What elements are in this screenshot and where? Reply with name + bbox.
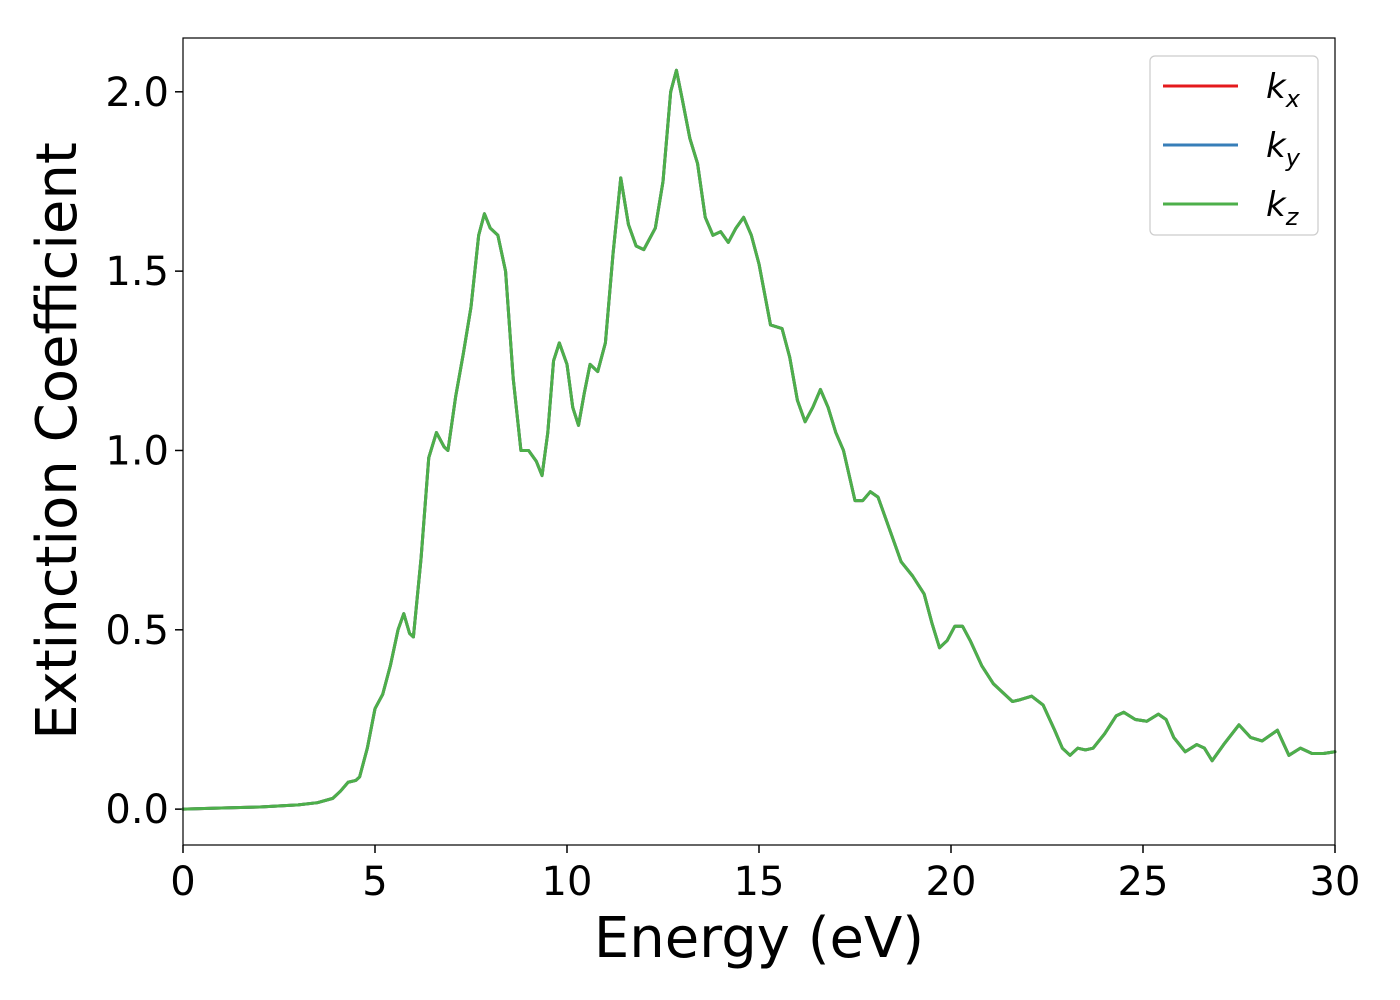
x-tick-label: 30 bbox=[1310, 859, 1361, 905]
x-tick-label: 10 bbox=[542, 859, 593, 905]
data-line bbox=[181, 68, 1337, 811]
x-tick-label: 5 bbox=[362, 859, 387, 905]
legend-label: kz bbox=[1266, 185, 1300, 231]
x-tick-label: 25 bbox=[1118, 859, 1169, 905]
y-tick-label: 2.0 bbox=[105, 70, 169, 116]
y-tick-label: 1.0 bbox=[105, 428, 169, 474]
y-tick-label: 0.5 bbox=[105, 608, 169, 654]
y-axis-label: Extinction Coefficient bbox=[25, 142, 90, 740]
y-tick-label: 0.0 bbox=[105, 787, 169, 833]
legend: kx ky kz bbox=[1149, 55, 1319, 236]
x-tick-label: 15 bbox=[734, 859, 785, 905]
legend-label: kx bbox=[1266, 67, 1301, 113]
x-tick-label: 0 bbox=[170, 859, 195, 905]
y-tick-label: 1.5 bbox=[105, 249, 169, 295]
legend-label: ky bbox=[1266, 126, 1301, 172]
x-tick-label: 20 bbox=[926, 859, 977, 905]
x-axis-label: Energy (eV) bbox=[594, 906, 924, 971]
plot-frame bbox=[182, 37, 1336, 846]
